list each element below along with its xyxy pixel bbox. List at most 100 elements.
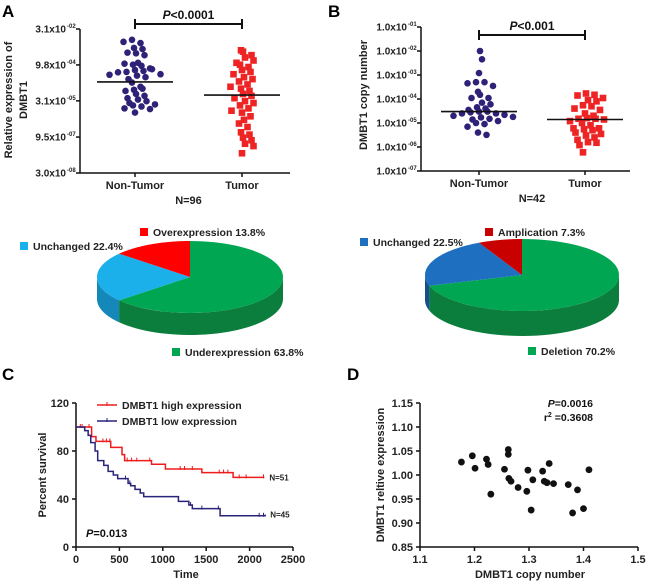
y-tick-label-exp: -05 [67, 96, 76, 102]
data-point-non-tumor [509, 113, 517, 121]
y-tick-label-exp: -03 [408, 70, 417, 76]
data-point-tumor [591, 91, 598, 99]
data-point-tumor [595, 125, 603, 132]
data-point-tumor [239, 134, 247, 141]
data-point-tumor [587, 122, 594, 129]
data-point-tumor [241, 54, 249, 61]
y-tick-label: 80 [57, 446, 69, 458]
data-point-non-tumor [123, 68, 130, 76]
data-point-non-tumor [485, 94, 492, 102]
x-tick-label: 1500 [194, 554, 218, 566]
pie-slice [119, 241, 190, 277]
y-axis-label: DMBT1 [18, 81, 30, 119]
sample-size-label: N=42 [519, 193, 546, 205]
x-tick-label: Non-Tumor [450, 178, 509, 190]
y-tick-label: 1.0x10 [376, 71, 407, 82]
data-point-tumor [249, 75, 256, 83]
data-point-tumor [579, 149, 587, 156]
data-point [529, 476, 537, 484]
data-point-non-tumor [151, 101, 159, 108]
data-point-non-tumor [486, 115, 493, 123]
data-point-tumor [248, 51, 255, 59]
data-point [514, 484, 522, 491]
data-point-tumor [571, 105, 578, 112]
pie-slice-side [97, 277, 120, 323]
y-tick-label-exp: -01 [408, 22, 417, 28]
data-point-tumor [248, 92, 255, 100]
data-point-non-tumor [450, 112, 457, 120]
dot-plot-b: 1.0x10 -011.0x10 -021.0x10 -031.0x10 -041.0x… [358, 19, 630, 205]
x-tick-label: 1.5 [630, 554, 645, 566]
pie-slice-side [429, 275, 619, 336]
data-point-tumor [574, 136, 581, 144]
r-squared-value: =0.3608 [552, 412, 593, 424]
y-tick-label: 3.1x10 [35, 25, 66, 36]
data-point [471, 464, 479, 472]
y-tick-label-exp: -06 [408, 142, 417, 148]
data-point-tumor [584, 138, 592, 146]
data-point-tumor [244, 123, 251, 131]
p-value-label-value: <0.0001 [171, 8, 215, 22]
data-point-tumor [250, 99, 257, 107]
y-tick-label: 40 [57, 494, 69, 506]
data-point-tumor [236, 102, 244, 109]
y-tick-label: 1.0x10 [376, 95, 407, 106]
data-point-tumor [235, 120, 243, 127]
data-point-non-tumor [464, 123, 471, 131]
r-squared-label: r2 =0.3608 [544, 412, 593, 424]
data-point-tumor [597, 130, 605, 138]
x-tick-label: 1.3 [521, 554, 536, 566]
data-point-non-tumor [143, 97, 150, 105]
pie-slice-side [119, 277, 283, 335]
data-point-tumor [240, 73, 248, 81]
data-point-tumor [245, 105, 252, 112]
y-tick-label-base: 1.0x10 [376, 71, 407, 82]
data-point-non-tumor [138, 103, 145, 110]
data-point-non-tumor [142, 73, 149, 81]
data-point [468, 452, 476, 460]
data-point-non-tumor [139, 85, 146, 92]
data-point-tumor [233, 59, 240, 67]
survival-plot-c: 0 40 80 120 0 500 1000 1500 2000 2500 Time Percent … [37, 398, 305, 581]
data-point-non-tumor [475, 69, 483, 77]
y-tick-label-base: 1.0x10 [376, 119, 407, 130]
data-point-non-tumor [487, 101, 494, 108]
data-point-non-tumor [114, 69, 122, 76]
data-point-non-tumor [120, 38, 127, 46]
data-point-non-tumor [133, 72, 141, 79]
data-point-tumor [584, 96, 592, 104]
data-point [545, 460, 553, 467]
data-point-tumor [572, 129, 579, 136]
data-point-tumor [237, 129, 245, 136]
data-point-tumor [582, 132, 590, 139]
data-point-non-tumor [474, 129, 482, 136]
pie-slice [119, 241, 283, 313]
data-point-tumor [566, 117, 574, 125]
data-point [504, 450, 512, 458]
data-point-tumor [250, 57, 257, 64]
y-tick-label-base: 1.0x10 [376, 143, 407, 154]
y-axis-label: Relative expression of [3, 41, 15, 158]
y-axis-label: DMBT1 copy number [358, 39, 370, 150]
data-point [585, 466, 593, 474]
data-point-non-tumor [121, 60, 128, 68]
data-point-non-tumor [476, 47, 484, 55]
p-value-label-value: <0.001 [517, 19, 554, 33]
data-point-tumor [239, 90, 247, 98]
y-tick-label: 0.95 [392, 494, 413, 506]
data-point-tumor [230, 70, 237, 78]
data-point-tumor [583, 114, 591, 122]
y-tick-label: 1.15 [392, 398, 413, 410]
x-tick-label: 2500 [281, 554, 305, 566]
x-axis-label: Time [173, 569, 198, 581]
data-point-non-tumor [501, 111, 508, 119]
y-tick-label-exp: -04 [67, 60, 76, 66]
data-point-tumor [248, 136, 255, 144]
data-point-non-tumor [494, 117, 502, 125]
y-tick-label: 3.1x10 [35, 96, 66, 107]
y-tick-label-exp: -07 [408, 166, 417, 172]
y-tick-label: 3.0x10 [35, 169, 66, 180]
group-size-label: N=51 [269, 473, 289, 482]
data-point-tumor [246, 87, 253, 95]
